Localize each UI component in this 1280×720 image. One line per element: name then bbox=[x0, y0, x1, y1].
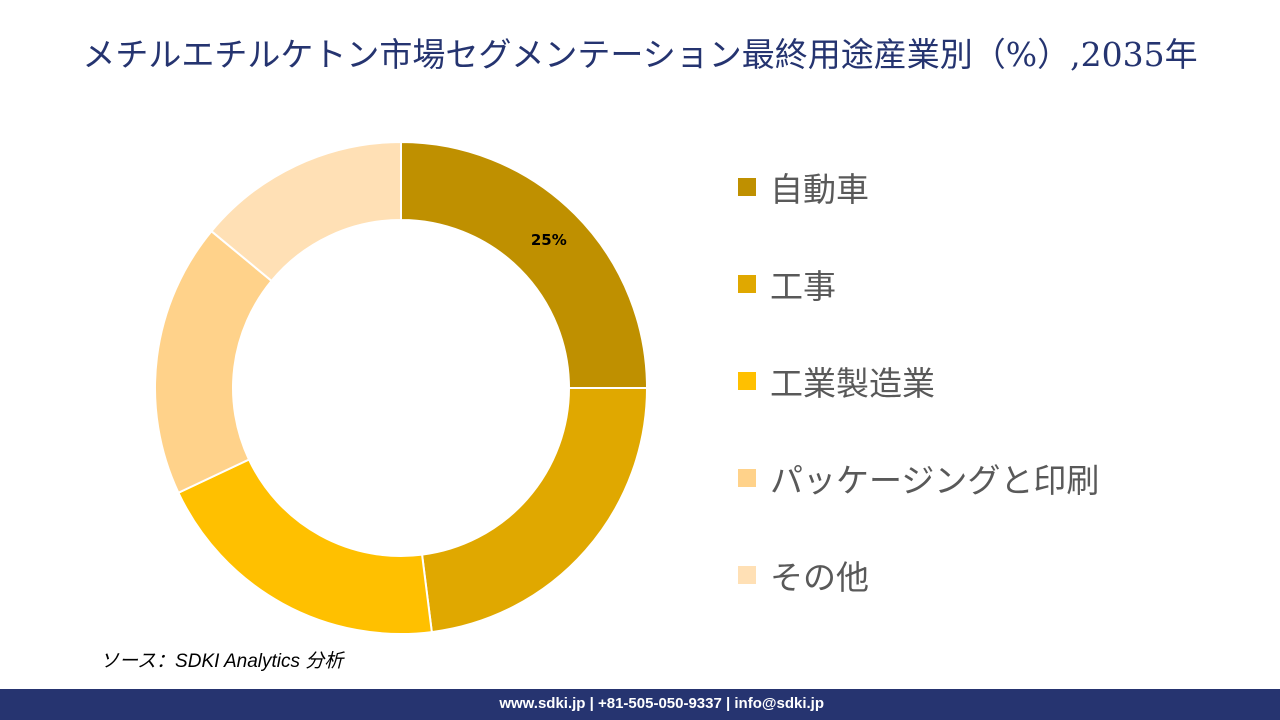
donut-slice bbox=[210, 140, 402, 283]
legend-label: 自動車 bbox=[770, 170, 869, 209]
legend-label: その他 bbox=[770, 558, 869, 597]
footer-bar: www.sdki.jp | +81-505-050-9337 | info@sd… bbox=[0, 689, 1280, 720]
data-label: 25% bbox=[531, 231, 567, 249]
legend-item: その他 bbox=[738, 550, 869, 600]
legend-swatch bbox=[738, 178, 756, 196]
donut-slice bbox=[420, 387, 649, 634]
legend-label: 工事 bbox=[770, 267, 836, 306]
footer-contact: www.sdki.jp | +81-505-050-9337 | info@sd… bbox=[499, 695, 824, 712]
source-note: ソース：SDKI Analytics 分析 bbox=[100, 651, 344, 672]
legend-item: 工事 bbox=[738, 259, 836, 309]
legend-swatch bbox=[738, 275, 756, 293]
donut-slice bbox=[177, 458, 433, 635]
donut-slice bbox=[400, 140, 649, 389]
legend-swatch bbox=[738, 566, 756, 584]
legend-swatch bbox=[738, 372, 756, 390]
legend-label: 工業製造業 bbox=[770, 364, 935, 403]
legend-label: パッケージングと印刷 bbox=[770, 461, 1100, 500]
legend-item: 自動車 bbox=[738, 162, 869, 212]
chart-title: メチルエチルケトン市場セグメンテーション最終用途産業別（%）,2035年 bbox=[82, 35, 1198, 74]
legend-item: パッケージングと印刷 bbox=[738, 453, 1099, 503]
legend-item: 工業製造業 bbox=[738, 356, 935, 406]
legend-swatch bbox=[738, 469, 756, 487]
donut-slice bbox=[154, 229, 273, 495]
